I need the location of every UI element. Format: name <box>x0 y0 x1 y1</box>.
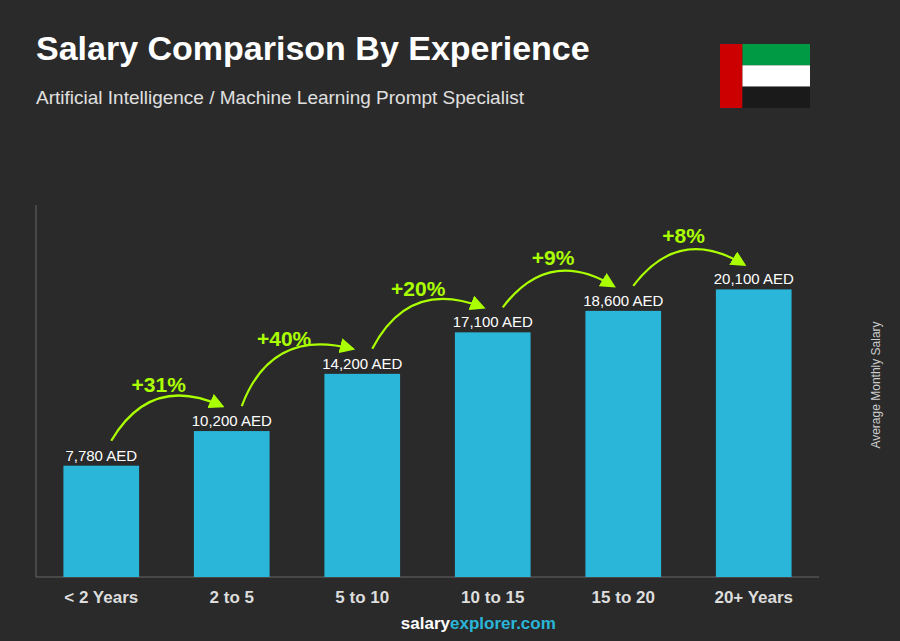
flag-band <box>720 44 743 108</box>
change-arrow <box>242 344 353 406</box>
value-label: 18,600 AED <box>583 292 663 309</box>
category-label: 10 to 15 <box>461 588 524 607</box>
y-axis-label: Average Monthly Salary <box>869 321 883 448</box>
chart-container: Salary Comparison By Experience Artificia… <box>0 0 900 641</box>
category-label: < 2 Years <box>64 588 138 607</box>
category-label: 5 to 10 <box>335 588 389 607</box>
bar <box>716 289 792 577</box>
change-label: +20% <box>391 277 446 300</box>
value-label: 20,100 AED <box>714 270 794 287</box>
title: Salary Comparison By Experience <box>36 29 590 67</box>
y-axis-line <box>36 205 37 577</box>
bar <box>324 374 400 577</box>
flag-stripe <box>743 44 811 65</box>
watermark: explorer.com <box>450 614 556 633</box>
bar <box>585 311 661 577</box>
value-label: 10,200 AED <box>192 412 272 429</box>
x-axis-line <box>36 577 819 578</box>
value-label: 17,100 AED <box>453 313 533 330</box>
change-label: +8% <box>662 224 705 247</box>
category-label: 15 to 20 <box>592 588 655 607</box>
category-label: 20+ Years <box>714 588 793 607</box>
chart: Salary Comparison By Experience Artificia… <box>0 0 900 641</box>
change-arrow <box>372 299 483 349</box>
value-label: 14,200 AED <box>322 355 402 372</box>
flag-stripe <box>743 87 811 108</box>
change-arrow <box>111 395 222 440</box>
change-label: +31% <box>132 373 187 396</box>
bar <box>63 466 139 577</box>
bars <box>63 289 791 577</box>
change-arrow <box>503 271 614 308</box>
value-label: 7,780 AED <box>65 447 137 464</box>
flag-stripe <box>743 65 811 86</box>
bar <box>455 332 531 577</box>
category-label: 2 to 5 <box>210 588 254 607</box>
bar <box>194 431 270 577</box>
flag <box>720 44 810 108</box>
change-label: +40% <box>257 327 312 350</box>
subtitle: Artificial Intelligence / Machine Learni… <box>36 87 525 108</box>
watermark: salary <box>401 614 451 633</box>
change-label: +9% <box>532 246 575 269</box>
background <box>0 0 900 641</box>
change-arrow <box>633 249 744 286</box>
